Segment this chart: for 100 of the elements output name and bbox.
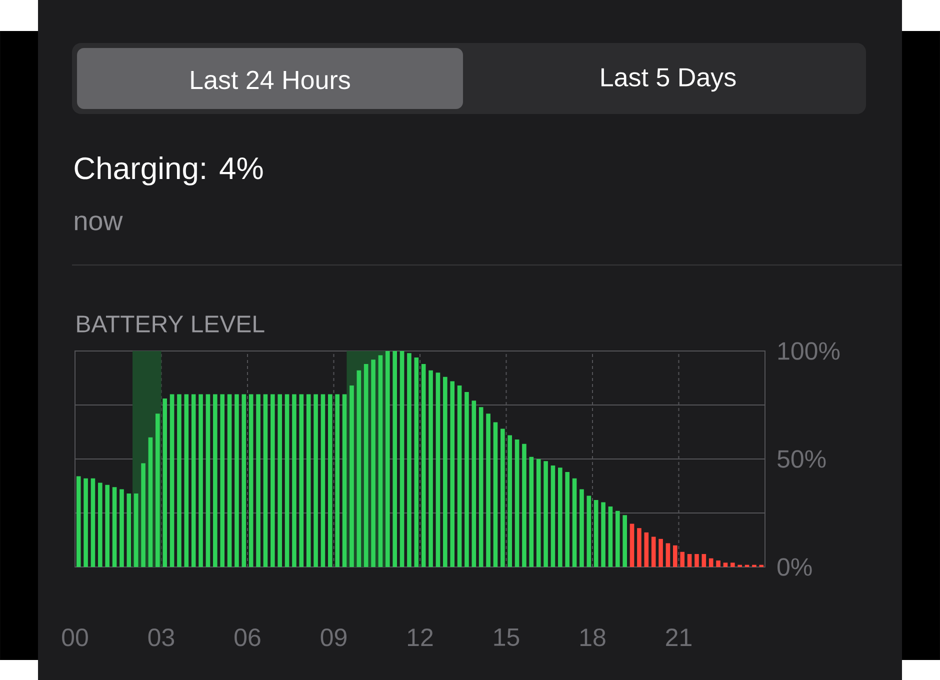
chart-title: Charging: 4% — [74, 156, 263, 186]
y-tick-label: 100% — [778, 342, 840, 360]
bar — [342, 394, 347, 567]
bar — [565, 472, 570, 567]
bar — [637, 528, 642, 567]
bar — [658, 538, 663, 567]
y-tick-label: 50% — [778, 450, 826, 468]
bar — [694, 554, 699, 567]
bar — [687, 554, 692, 567]
bar — [723, 562, 728, 567]
bar — [378, 355, 383, 567]
bar — [278, 394, 282, 567]
bar — [392, 350, 398, 567]
bar — [457, 386, 462, 567]
bar — [270, 394, 275, 567]
bar — [529, 456, 534, 567]
bar — [177, 394, 182, 567]
x-tick-label: 06 — [234, 628, 260, 646]
bar — [644, 532, 649, 567]
bar — [601, 502, 606, 567]
bar — [594, 500, 598, 567]
bar — [356, 370, 362, 567]
bar — [558, 468, 562, 567]
bar — [586, 496, 592, 567]
bar — [630, 524, 634, 567]
bar — [148, 437, 153, 567]
bar — [292, 394, 296, 567]
bar — [213, 394, 218, 567]
bar — [702, 554, 706, 567]
x-tick-label: 18 — [580, 628, 606, 646]
bar — [90, 478, 96, 567]
bar — [550, 465, 556, 567]
bar — [184, 394, 189, 567]
text: BATTERY LEVEL — [77, 316, 264, 332]
bar — [120, 489, 124, 567]
bar — [536, 458, 541, 567]
bar — [508, 435, 512, 567]
bar — [580, 489, 584, 567]
x-tick-label: 00 — [62, 628, 88, 646]
bar — [256, 394, 260, 567]
bar — [364, 364, 368, 567]
x-tick-label: 15 — [494, 628, 520, 646]
bar — [486, 414, 490, 567]
bar — [428, 370, 433, 567]
bar — [314, 394, 318, 567]
bar — [84, 478, 88, 567]
bar — [716, 560, 720, 567]
y-tick-label: 0% — [778, 558, 812, 576]
text: Last 5 Days — [601, 68, 736, 92]
bar — [708, 558, 714, 567]
bar — [478, 407, 484, 567]
bar — [198, 394, 203, 567]
bar — [522, 444, 526, 567]
bar — [156, 414, 160, 567]
x-tick-label: 09 — [320, 628, 346, 646]
bar — [500, 428, 505, 567]
bar — [105, 484, 110, 567]
bar — [622, 515, 627, 567]
bar — [162, 398, 168, 567]
bar — [544, 461, 548, 567]
bar — [450, 381, 455, 567]
bar — [386, 350, 390, 567]
bar — [335, 394, 340, 567]
bar — [514, 440, 520, 567]
bar — [436, 372, 440, 567]
bar — [299, 394, 304, 567]
bar — [472, 400, 476, 567]
bar — [248, 394, 254, 567]
bar — [680, 552, 684, 567]
bar — [206, 394, 210, 567]
bar — [616, 510, 620, 567]
bar — [400, 350, 404, 567]
bar — [98, 482, 102, 567]
bar — [328, 394, 332, 567]
x-tick-label: 21 — [666, 628, 692, 646]
bar — [414, 357, 419, 567]
bar — [134, 494, 138, 567]
bar — [673, 545, 678, 567]
bar — [371, 360, 376, 567]
bar — [421, 364, 426, 567]
bar — [608, 506, 613, 567]
bar — [263, 394, 268, 567]
bar — [126, 494, 132, 567]
bar — [443, 376, 448, 567]
bar — [284, 394, 290, 567]
bar — [112, 487, 117, 567]
bar — [407, 353, 412, 567]
bar — [242, 394, 246, 567]
chart-subtitle: now — [74, 216, 123, 230]
x-tick-label: 12 — [408, 628, 433, 646]
bar — [572, 478, 577, 567]
x-tick-label: 03 — [148, 628, 174, 646]
bar — [350, 386, 354, 567]
bar — [191, 394, 196, 567]
bar — [320, 394, 326, 567]
bar — [76, 476, 81, 567]
bar — [306, 394, 311, 567]
bar — [464, 392, 469, 567]
bar — [493, 422, 498, 567]
bar — [730, 562, 735, 567]
